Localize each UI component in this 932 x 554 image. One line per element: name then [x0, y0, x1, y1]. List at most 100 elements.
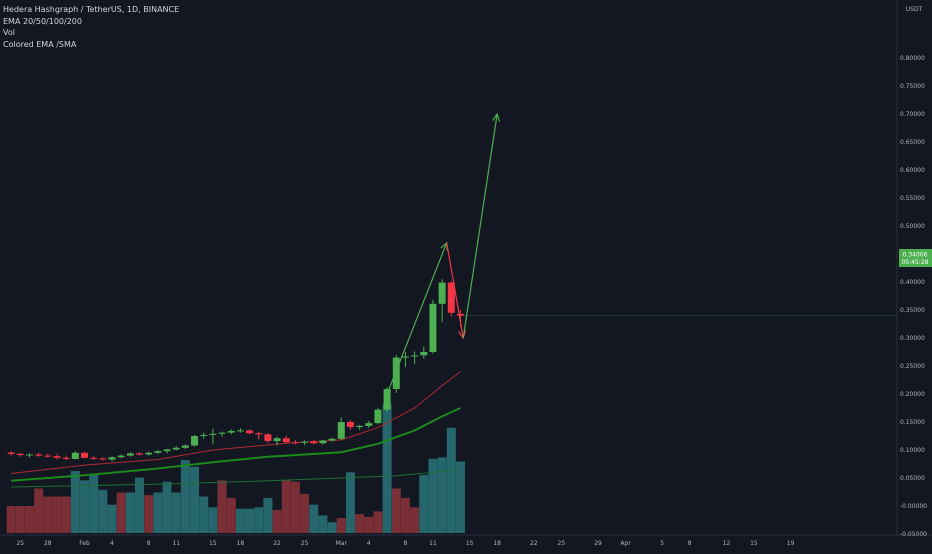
candle-body: [246, 430, 254, 434]
volume-bar: [391, 488, 401, 533]
price-tick-label: 0.40000: [900, 279, 925, 286]
candle-body: [420, 352, 428, 356]
ema-slow-line: [11, 468, 461, 488]
symbol-title[interactable]: Hedera Hashgraph / TetherUS, 1D, BINANCE: [3, 5, 180, 14]
arrow-head: [492, 112, 501, 122]
volume-bar: [272, 510, 282, 533]
volume-bar: [281, 480, 291, 533]
volume-bar: [208, 507, 218, 533]
candle: [447, 281, 455, 317]
volume-bar: [290, 481, 300, 533]
candle: [163, 448, 171, 454]
candle: [383, 387, 391, 412]
candle: [7, 451, 15, 456]
volume-bar: [254, 507, 264, 533]
price-tick-label: 0.65000: [900, 139, 925, 146]
candle-body: [438, 282, 446, 304]
volume-bar: [336, 518, 346, 533]
price-tick-label: -0.05000: [900, 531, 927, 538]
candle: [429, 299, 437, 354]
volume-bar: [180, 460, 190, 533]
candle-body: [365, 423, 373, 426]
candle-body: [209, 433, 217, 435]
price-tick-label: 0.10000: [900, 447, 925, 454]
time-tick-label: 25: [16, 540, 24, 547]
time-tick-label: 4: [110, 540, 114, 547]
volume-bar: [162, 481, 172, 533]
candle-body: [99, 458, 107, 460]
volume-bar: [318, 515, 328, 533]
candle-body: [35, 454, 43, 456]
candle-body: [319, 440, 327, 444]
candle: [108, 456, 116, 462]
candlestick-series: [7, 279, 464, 462]
candle-body: [154, 451, 162, 453]
price-axis-ticks[interactable]: 0.80000 0.75000 0.70000 0.65000 0.60000 0.550…: [900, 55, 927, 550]
candle: [310, 439, 318, 445]
volume-bar: [171, 492, 181, 533]
candle: [365, 420, 373, 429]
volume-bar: [455, 461, 465, 533]
candle-body: [126, 453, 134, 456]
candle: [25, 453, 33, 458]
candle: [172, 446, 180, 451]
volume-bar: [43, 496, 53, 533]
candle: [356, 424, 364, 430]
candle: [392, 354, 400, 393]
price-tick-label: 0.30000: [900, 335, 925, 342]
time-tick-label: 18: [237, 540, 245, 547]
candle-body: [429, 303, 437, 352]
volume-bar: [428, 458, 438, 533]
price-tick-label: 0.55000: [900, 195, 925, 202]
candle-body: [200, 434, 208, 436]
candle-body: [456, 313, 464, 316]
candle: [53, 453, 61, 460]
last-price-label: 0.34006 05:45:28: [899, 249, 932, 267]
trend-arrow[interactable]: [462, 112, 501, 339]
last-price-badge: [899, 249, 932, 267]
volume-bar: [61, 496, 71, 533]
candle: [291, 439, 299, 445]
volume-bar: [217, 480, 227, 533]
time-tick-label: 25: [558, 540, 566, 547]
indicator-ema[interactable]: EMA 20/50/100/200: [3, 16, 82, 26]
candle-body: [108, 457, 116, 460]
volume-bar: [125, 492, 135, 533]
time-axis-ticks[interactable]: 25 28 Feb 4 8 11 15 18 22 25 Mar 4 8 11 15 18 22 25 29 Apr 5…: [16, 540, 794, 547]
candle-body: [44, 455, 52, 457]
candle: [319, 439, 327, 445]
volume-bar: [364, 516, 374, 533]
arrow-shaft: [386, 242, 448, 395]
volume-bar: [89, 474, 99, 533]
volume-bar: [327, 522, 337, 533]
candle: [236, 428, 244, 433]
candle: [346, 420, 354, 430]
candle-body: [53, 456, 61, 458]
volume-bar: [355, 514, 365, 533]
candle-body: [172, 447, 180, 450]
time-tick-label: 15: [209, 540, 217, 547]
candle-body: [191, 436, 199, 446]
candle-body: [356, 425, 364, 428]
volume-bar: [419, 474, 429, 533]
time-tick-label: Apr: [620, 540, 631, 547]
bar-countdown: 05:45:28: [902, 259, 929, 266]
candle: [209, 428, 217, 445]
price-tick-label: 0.75000: [900, 83, 925, 90]
candle: [255, 431, 263, 440]
candle-body: [81, 452, 88, 458]
volume-bar: [235, 508, 245, 533]
candle-body: [273, 438, 281, 442]
candle: [136, 452, 144, 456]
time-tick-label: 8: [688, 540, 692, 547]
indicator-colored-ema[interactable]: Colored EMA /SMA: [3, 39, 77, 49]
candle-body: [310, 441, 318, 444]
candle-body: [264, 434, 272, 442]
indicator-volume[interactable]: Vol: [3, 28, 15, 37]
volume-bar: [153, 492, 163, 533]
candle-body: [392, 357, 400, 389]
volume-bar: [226, 497, 236, 533]
candle-body: [346, 422, 354, 428]
volume-bar: [52, 496, 62, 533]
